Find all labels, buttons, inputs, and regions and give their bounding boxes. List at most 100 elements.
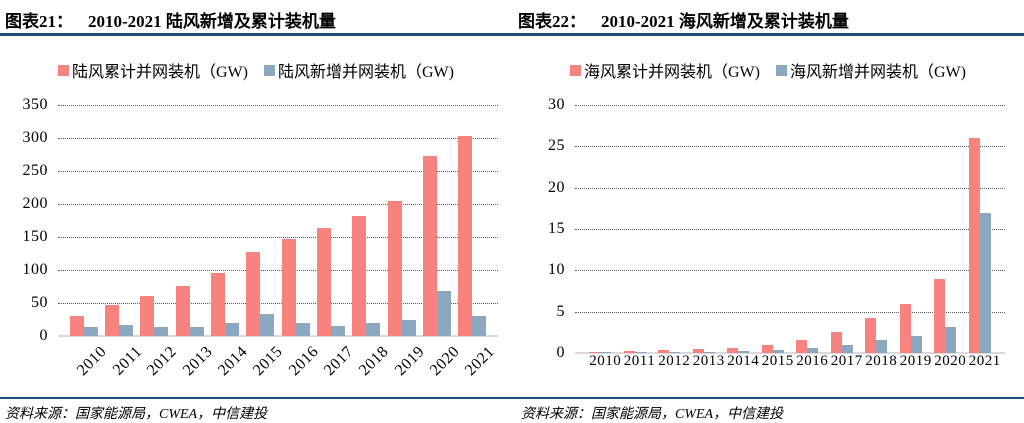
bar-group-2010 (69, 316, 98, 336)
y-tick-label: 5 (556, 302, 565, 320)
gridline (58, 270, 498, 271)
cumulative-bar-2018 (352, 216, 367, 336)
gridline (58, 237, 498, 238)
y-tick-label: 350 (22, 96, 48, 113)
legend: 陆风累计并网装机（GW) 陆风新增并网装机（GW) (0, 58, 512, 82)
x-tick-slot: 2019 (900, 353, 932, 370)
bar-group-2015 (761, 345, 784, 353)
legend: 海风累计并网装机（GW) 海风新增并网装机（GW) (512, 58, 1024, 82)
cumulative-bar-2021 (968, 138, 980, 353)
cumulative-bar-2011 (623, 351, 635, 353)
x-tick-slot: 2012 (658, 353, 690, 370)
caption-label: 图表22： (518, 12, 586, 31)
x-tick-slot: 2016 (796, 353, 828, 370)
x-tick-slot: 2010 (70, 338, 110, 386)
chart-caption-onshore: 图表21： 2010-2021 陆风新增及累计装机量 (0, 0, 512, 33)
gridline (58, 171, 498, 172)
x-tick-label-2017: 2017 (830, 353, 863, 369)
new-bar-2013 (703, 352, 715, 353)
gridline (58, 138, 498, 139)
new-bar-2021 (472, 316, 487, 336)
bar-group-2017 (316, 228, 345, 336)
x-tick-slot: 2011 (624, 353, 655, 370)
x-tick-label-2016: 2016 (796, 353, 829, 369)
y-tick-label: 150 (22, 228, 48, 245)
cumulative-bar-2019 (899, 304, 911, 353)
gridline (575, 270, 1005, 272)
plot-grid: 0 50 100 150 200 250 300 350 (23, 96, 498, 344)
bar-group-2019 (387, 201, 416, 336)
x-tick-slot: 2013 (693, 353, 725, 370)
new-bar-2015 (772, 350, 784, 353)
cumulative-bar-2021 (458, 136, 473, 336)
plot-area: 0 50 100 150 200 250 300 350 2010 2011 2012 2013 20… (23, 96, 499, 386)
x-axis-labels: 2010 2011 2012 2013 2014 2015 2016 2017 2018 2019… (575, 353, 1005, 370)
legend-swatch-cumulative (570, 64, 581, 76)
cumulative-bar-2016 (281, 239, 296, 336)
bar-group-2018 (352, 216, 381, 336)
gridline (575, 187, 1005, 189)
bars-layer (58, 105, 498, 336)
bar-group-2013 (692, 349, 715, 353)
source-note-onshore: 资料来源：国家能源局，CWEA，中信建投 (5, 407, 268, 422)
cumulative-bar-2014 (210, 273, 225, 336)
bar-group-2016 (281, 239, 310, 336)
legend-swatch-new (264, 64, 275, 76)
x-tick-slot: 2015 (762, 353, 794, 370)
y-tick-label: 300 (22, 129, 48, 146)
gridline (575, 229, 1005, 230)
cumulative-bar-2013 (175, 286, 190, 336)
cumulative-bar-2012 (658, 350, 670, 353)
caption-row: 图表21： 2010-2021 陆风新增及累计装机量 图表22： 2010-2021… (0, 0, 1024, 33)
cumulative-bar-2010 (69, 316, 84, 336)
y-tick-label: 10 (548, 261, 565, 279)
legend-swatch-new (776, 64, 787, 76)
cumulative-bar-2011 (104, 305, 119, 336)
cumulative-bar-2020 (934, 279, 946, 353)
sources-row: 资料来源：国家能源局，CWEA，中信建投 资料来源：国家能源局，CWEA，中信建… (0, 399, 1024, 423)
caption-divider-rule (0, 33, 1024, 36)
cumulative-bar-2013 (692, 349, 704, 353)
new-bar-2018 (876, 340, 888, 353)
new-bar-2011 (118, 325, 133, 336)
new-bar-2011 (634, 352, 646, 353)
bar-group-2014 (210, 273, 239, 336)
x-tick-label-2015: 2015 (761, 353, 794, 369)
bar-group-2014 (727, 348, 750, 353)
new-bar-2017 (330, 326, 345, 336)
gridline (58, 303, 498, 304)
x-tick-slot: 2017 (317, 338, 357, 386)
bar-group-2013 (175, 286, 204, 336)
x-tick-slot: 2020 (423, 338, 463, 386)
new-bar-2017 (841, 345, 853, 353)
x-tick-slot: 2016 (282, 338, 322, 386)
bar-group-2011 (623, 351, 646, 353)
legend-label: 海风累计并网装机（GW) (584, 64, 760, 81)
caption-title: 2010-2021 海风新增及累计装机量 (601, 12, 849, 31)
cumulative-bar-2017 (316, 228, 331, 336)
new-bar-2016 (807, 348, 819, 353)
bar-group-2011 (104, 305, 133, 336)
cumulative-bar-2016 (796, 340, 808, 353)
y-tick-label: 25 (548, 137, 565, 155)
gridline (575, 311, 1005, 313)
bar-group-2010 (589, 352, 612, 353)
y-tick-label: 20 (548, 178, 565, 196)
y-tick-label: 15 (548, 220, 565, 237)
cumulative-bar-2010 (589, 352, 601, 353)
chart-panel-offshore: 海风累计并网装机（GW) 海风新增并网装机（GW) 0 5 10 15 20 25 30 2… (512, 36, 1024, 397)
y-tick-label: 200 (22, 195, 48, 212)
bar-group-2020 (422, 156, 451, 336)
legend-swatch-cumulative (58, 64, 69, 76)
x-tick-label-2012: 2012 (658, 353, 691, 369)
x-tick-slot: 2010 (589, 353, 621, 370)
x-axis-labels: 2010 2011 2012 2013 2014 2015 2016 2017 2018 2019… (58, 338, 499, 386)
y-tick-label: 0 (39, 327, 48, 344)
legend-label: 海风新增并网装机（GW) (790, 64, 966, 81)
new-bar-2014 (738, 351, 750, 353)
new-bar-2010 (83, 327, 98, 336)
bar-group-2018 (865, 318, 888, 353)
x-tick-label-2010: 2010 (589, 353, 622, 369)
x-tick-label-2021: 2021 (462, 343, 499, 380)
